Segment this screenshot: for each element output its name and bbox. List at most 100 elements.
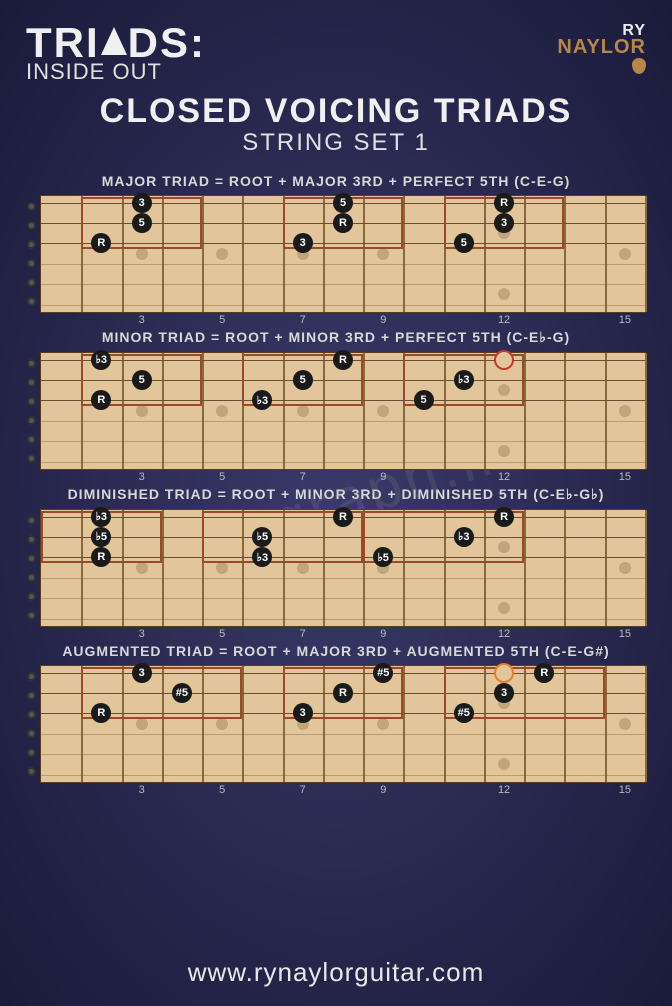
- inlay-dot: [216, 562, 228, 574]
- nut-dot: [27, 729, 36, 738]
- nut-dot: [27, 516, 36, 525]
- note-dot: R: [333, 350, 353, 370]
- fret-line: [403, 666, 405, 782]
- nut-dot: [27, 259, 36, 268]
- fret-line: [564, 510, 566, 626]
- logo-line2: NAYLOR: [557, 38, 646, 56]
- fret-line: [564, 196, 566, 312]
- string-line: [41, 775, 645, 776]
- note-dot: 3: [132, 663, 152, 683]
- fret-line: [162, 510, 164, 626]
- string-line: [41, 754, 645, 755]
- string-line: [41, 619, 645, 620]
- inlay-dot: [377, 248, 389, 260]
- section-label: DIMINISHED TRIAD = ROOT + MINOR 3RD + DI…: [26, 486, 646, 503]
- fretboard: 35791215R533R553R: [40, 195, 646, 313]
- fretboard: 35791215R♭5♭3♭3♭5R♭5♭3R: [40, 509, 646, 627]
- nut-dot: [27, 535, 36, 544]
- fret-line: [645, 196, 647, 312]
- nut-dot: [27, 359, 36, 368]
- note-dot: ♭3: [252, 390, 272, 410]
- string-line: [41, 284, 645, 285]
- fret-number: 12: [498, 784, 510, 796]
- note-dot: 3: [132, 193, 152, 213]
- fret-line: [605, 353, 607, 469]
- string-line: [41, 578, 645, 579]
- fret-line: [202, 196, 204, 312]
- nut-dot: [27, 416, 36, 425]
- fret-line: [242, 196, 244, 312]
- note-dot: R: [91, 703, 111, 723]
- inlay-dot: [619, 248, 631, 260]
- fret-number: 15: [619, 784, 631, 796]
- fret-line: [645, 510, 647, 626]
- triad-section: MAJOR TRIAD = ROOT + MAJOR 3RD + PERFECT…: [26, 173, 646, 313]
- note-dot: ♭3: [91, 507, 111, 527]
- fret-line: [605, 666, 607, 782]
- nut-dot: [27, 278, 36, 287]
- note-dot: 5: [454, 233, 474, 253]
- fret-line: [645, 353, 647, 469]
- note-dot: R: [333, 507, 353, 527]
- inlay-dot: [297, 405, 309, 417]
- nut-dot: [27, 767, 36, 776]
- fret-line: [564, 353, 566, 469]
- nut-dot: [27, 378, 36, 387]
- header: TRIDS: INSIDE OUT RY NAYLOR: [26, 24, 646, 82]
- nut-dot: [27, 573, 36, 582]
- nut-dot: [27, 454, 36, 463]
- inlay-dot: [377, 405, 389, 417]
- note-dot: 5: [132, 213, 152, 233]
- nut-dot: [27, 592, 36, 601]
- nut-dot: [27, 435, 36, 444]
- nut-dots: [26, 195, 40, 313]
- note-dot: 3: [293, 703, 313, 723]
- fret-number: 9: [380, 628, 386, 640]
- nut-dots: [26, 665, 40, 783]
- note-dot: R: [91, 547, 111, 567]
- nut-dot: [27, 297, 36, 306]
- inlay-dot: [619, 718, 631, 730]
- note-dot: ♭5: [252, 527, 272, 547]
- note-dot: ♭3: [252, 547, 272, 567]
- fret-number: 7: [300, 784, 306, 796]
- fretboard-wrap: 35791215R533R553R: [26, 195, 646, 313]
- section-label: MINOR TRIAD = ROOT + MINOR 3RD + PERFECT…: [26, 329, 646, 346]
- fret-number: 3: [139, 314, 145, 326]
- inlay-dot: [216, 248, 228, 260]
- inlay-dot: [498, 288, 510, 300]
- fret-number: 5: [219, 628, 225, 640]
- fretboard: 35791215R#533R#5#53R: [40, 665, 646, 783]
- inlay-dot: [136, 718, 148, 730]
- note-dot: 3: [494, 213, 514, 233]
- nut-dot: [27, 397, 36, 406]
- fret-number: 15: [619, 314, 631, 326]
- fret-line: [242, 666, 244, 782]
- inlay-dot: [498, 602, 510, 614]
- fret-number: 7: [300, 471, 306, 483]
- fret-line: [605, 510, 607, 626]
- nut-dots: [26, 509, 40, 627]
- nut-dot: [27, 240, 36, 249]
- note-dot: 3: [293, 233, 313, 253]
- fret-number: 7: [300, 628, 306, 640]
- page-title: CLOSED VOICING TRIADS: [26, 92, 646, 131]
- note-dot: [494, 350, 514, 370]
- brand-main: TRIDS:: [26, 24, 206, 62]
- inlay-dot: [619, 562, 631, 574]
- note-dot: R: [333, 683, 353, 703]
- note-dot: R: [333, 213, 353, 233]
- title-block: CLOSED VOICING TRIADS STRING SET 1: [26, 92, 646, 157]
- nut-dots: [26, 352, 40, 470]
- fret-line: [403, 196, 405, 312]
- fretboard-wrap: 35791215R♭5♭3♭3♭5R♭5♭3R: [26, 509, 646, 627]
- brand-block: TRIDS: INSIDE OUT: [26, 24, 206, 82]
- nut-dot: [27, 202, 36, 211]
- fret-number: 15: [619, 628, 631, 640]
- note-dot: R: [494, 193, 514, 213]
- note-dot: ♭5: [91, 527, 111, 547]
- triad-section: MINOR TRIAD = ROOT + MINOR 3RD + PERFECT…: [26, 329, 646, 470]
- sections-container: MAJOR TRIAD = ROOT + MAJOR 3RD + PERFECT…: [26, 173, 646, 783]
- fret-number: 12: [498, 471, 510, 483]
- note-dot: R: [91, 233, 111, 253]
